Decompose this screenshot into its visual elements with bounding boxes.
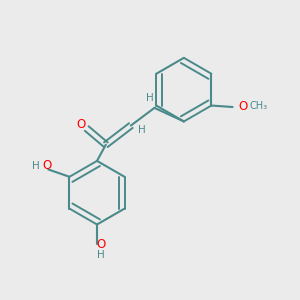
- Text: O: O: [238, 100, 247, 113]
- Text: O: O: [96, 238, 106, 251]
- Text: O: O: [77, 118, 86, 131]
- Text: H: H: [146, 93, 154, 103]
- Text: O: O: [42, 159, 51, 172]
- Text: H: H: [97, 250, 105, 260]
- Text: H: H: [32, 160, 40, 171]
- Text: H: H: [138, 125, 146, 135]
- Text: CH₃: CH₃: [250, 101, 268, 111]
